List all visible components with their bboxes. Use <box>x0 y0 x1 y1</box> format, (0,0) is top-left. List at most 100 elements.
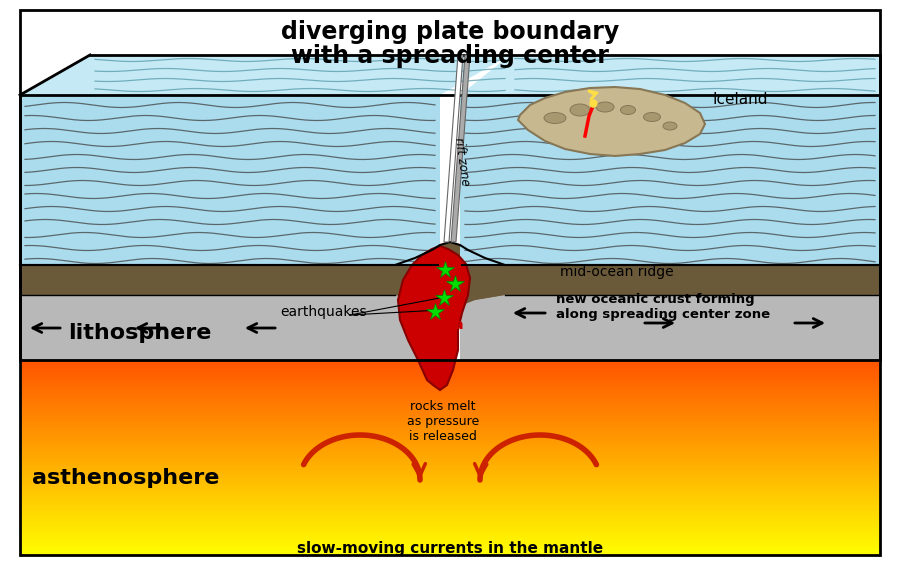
Polygon shape <box>20 465 880 467</box>
Polygon shape <box>20 547 880 550</box>
Polygon shape <box>20 521 880 523</box>
Polygon shape <box>20 487 880 489</box>
Polygon shape <box>20 516 880 519</box>
Polygon shape <box>20 492 880 494</box>
Polygon shape <box>20 384 880 387</box>
Polygon shape <box>20 506 880 508</box>
Polygon shape <box>20 528 880 531</box>
Polygon shape <box>20 421 880 423</box>
Text: slow-moving currents in the mantle: slow-moving currents in the mantle <box>297 541 603 555</box>
Polygon shape <box>20 367 880 370</box>
Polygon shape <box>20 460 880 462</box>
Polygon shape <box>20 411 880 414</box>
Polygon shape <box>20 265 440 310</box>
Polygon shape <box>20 450 880 453</box>
Polygon shape <box>20 428 880 431</box>
Ellipse shape <box>570 104 590 116</box>
Polygon shape <box>20 443 880 445</box>
Polygon shape <box>20 475 880 477</box>
Polygon shape <box>20 416 880 419</box>
Polygon shape <box>20 365 880 367</box>
Polygon shape <box>20 372 880 375</box>
Polygon shape <box>20 392 880 394</box>
Polygon shape <box>460 265 880 310</box>
Polygon shape <box>20 404 880 406</box>
Text: diverging plate boundary: diverging plate boundary <box>281 20 619 44</box>
Polygon shape <box>20 399 880 402</box>
Polygon shape <box>20 95 440 265</box>
Ellipse shape <box>620 106 635 115</box>
Text: asthenosphere: asthenosphere <box>32 468 220 488</box>
Polygon shape <box>20 480 880 482</box>
Polygon shape <box>20 408 880 411</box>
Polygon shape <box>20 467 880 470</box>
Text: with a spreading center: with a spreading center <box>291 44 609 68</box>
Polygon shape <box>20 511 880 514</box>
Polygon shape <box>20 540 880 543</box>
Text: lithosphere: lithosphere <box>68 323 211 343</box>
Polygon shape <box>20 433 880 436</box>
Polygon shape <box>20 360 880 362</box>
Polygon shape <box>20 514 880 516</box>
Polygon shape <box>20 477 880 480</box>
Polygon shape <box>460 95 880 265</box>
Polygon shape <box>20 402 880 404</box>
Polygon shape <box>20 419 880 421</box>
Polygon shape <box>20 455 880 458</box>
Ellipse shape <box>544 112 566 124</box>
Text: mid-ocean ridge: mid-ocean ridge <box>560 265 673 279</box>
Polygon shape <box>20 426 880 428</box>
Polygon shape <box>444 55 463 242</box>
Polygon shape <box>20 526 880 528</box>
Polygon shape <box>20 482 880 484</box>
Polygon shape <box>20 370 880 372</box>
Polygon shape <box>20 523 880 526</box>
Polygon shape <box>20 362 880 365</box>
Polygon shape <box>20 533 880 536</box>
Ellipse shape <box>663 122 677 130</box>
Polygon shape <box>395 242 505 310</box>
Ellipse shape <box>596 102 614 112</box>
Polygon shape <box>20 472 880 475</box>
Polygon shape <box>20 494 880 497</box>
Polygon shape <box>20 394 880 397</box>
Polygon shape <box>20 431 880 433</box>
Text: rocks melt
as pressure
is released: rocks melt as pressure is released <box>407 400 479 443</box>
Polygon shape <box>20 441 880 443</box>
Polygon shape <box>20 538 880 540</box>
Polygon shape <box>20 375 880 377</box>
Polygon shape <box>20 55 510 95</box>
Polygon shape <box>20 531 880 533</box>
Polygon shape <box>451 55 470 242</box>
Polygon shape <box>20 484 880 487</box>
Polygon shape <box>20 387 880 389</box>
Polygon shape <box>20 438 880 441</box>
Polygon shape <box>20 377 880 380</box>
Polygon shape <box>518 87 705 156</box>
Text: rift zone: rift zone <box>452 137 472 187</box>
Polygon shape <box>20 550 880 553</box>
Polygon shape <box>20 458 880 460</box>
Polygon shape <box>20 414 880 416</box>
Polygon shape <box>20 382 880 384</box>
Polygon shape <box>20 501 880 504</box>
Polygon shape <box>20 499 880 501</box>
Polygon shape <box>20 545 880 547</box>
Polygon shape <box>20 406 880 408</box>
Polygon shape <box>20 397 880 399</box>
Polygon shape <box>20 295 440 360</box>
Polygon shape <box>20 489 880 492</box>
Polygon shape <box>20 462 880 465</box>
Polygon shape <box>20 497 880 499</box>
Polygon shape <box>20 519 880 521</box>
Polygon shape <box>20 453 880 455</box>
Polygon shape <box>460 295 880 360</box>
Text: magma: magma <box>407 318 464 332</box>
Polygon shape <box>398 246 470 390</box>
Text: earthquakes: earthquakes <box>280 305 366 319</box>
Polygon shape <box>20 423 880 426</box>
Ellipse shape <box>644 112 661 121</box>
Text: Iceland: Iceland <box>712 93 768 107</box>
Polygon shape <box>20 447 880 450</box>
Polygon shape <box>20 445 880 447</box>
